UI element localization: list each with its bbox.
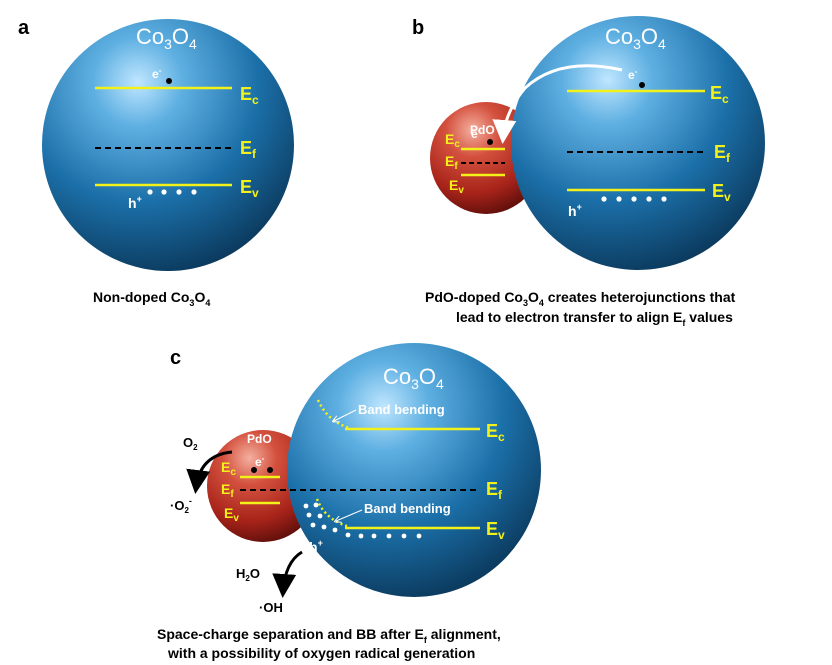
electron-label-a: e- bbox=[152, 66, 162, 81]
caption-a: Non-doped Co3O4 bbox=[93, 289, 210, 308]
pdo-ev-label-c: Ev bbox=[224, 505, 239, 524]
ev-label-b: Ev bbox=[712, 181, 731, 204]
co3o4-sphere-c bbox=[287, 343, 541, 597]
band-bending-label-bottom: Band bending bbox=[364, 501, 451, 516]
band-bending-arrow-top bbox=[334, 409, 357, 421]
pdo-label-b: PdO bbox=[470, 123, 495, 137]
electron-transfer-arrow-b bbox=[492, 64, 623, 144]
panel-b: b Co3O4 PdO e- e- Ec Ef Ev Ec Ef Ev h+ P… bbox=[412, 16, 765, 328]
caption-c-line1: Space-charge separation and BB after Ef … bbox=[157, 626, 501, 645]
band-bending-curve-bottom bbox=[315, 498, 351, 529]
hydroxyl-label: ·OH bbox=[259, 600, 283, 615]
electron-dot-b bbox=[639, 82, 645, 88]
ef-label-b: Ef bbox=[714, 142, 731, 165]
ec-label-b: Ec bbox=[710, 83, 729, 106]
band-bending-label-top: Band bending bbox=[358, 402, 445, 417]
superoxide-label: ·O2- bbox=[170, 496, 192, 515]
ev-label-a: Ev bbox=[240, 177, 259, 200]
ev-label-c: Ev bbox=[486, 519, 505, 542]
caption-b-line2: lead to electron transfer to align Ef va… bbox=[456, 309, 733, 328]
hole-dots-c bbox=[303, 502, 422, 539]
pdo-ec-label-c: Ec bbox=[221, 459, 236, 478]
hole-label-a: h+ bbox=[128, 194, 142, 211]
pdo-label-c: PdO bbox=[247, 432, 272, 446]
pdo-ev-label-b: Ev bbox=[449, 177, 464, 196]
sphere-c-title: Co3O4 bbox=[383, 364, 444, 392]
caption-c-line2: with a possibility of oxygen radical gen… bbox=[167, 645, 475, 661]
h2o-label: H2O bbox=[236, 566, 260, 583]
o2-label: O2 bbox=[183, 435, 198, 452]
pdo-electron-dot-2-c bbox=[267, 467, 273, 473]
band-bending-arrow-bottom bbox=[336, 509, 363, 521]
electron-dot-a bbox=[166, 78, 172, 84]
pdo-ec-label-b: Ec bbox=[445, 131, 460, 150]
electron-label-c: e- bbox=[255, 454, 265, 469]
ef-label-c: Ef bbox=[486, 479, 503, 502]
pdo-electron-label-b: e- bbox=[471, 126, 481, 141]
ec-label-c: Ec bbox=[486, 421, 505, 444]
electron-label-b: e- bbox=[628, 67, 638, 82]
sphere-b-title: Co3O4 bbox=[605, 24, 666, 52]
panel-a-letter: a bbox=[18, 17, 30, 39]
hole-label-c: h+ bbox=[309, 538, 323, 555]
o2-reduction-arrow bbox=[186, 450, 233, 494]
panel-c-letter: c bbox=[170, 347, 181, 369]
co3o4-sphere-a bbox=[42, 19, 294, 271]
hole-dots-a bbox=[147, 189, 197, 195]
ef-label-a: Ef bbox=[240, 138, 257, 161]
sphere-a-title: Co3O4 bbox=[136, 24, 197, 52]
hole-label-b: h+ bbox=[568, 202, 582, 219]
caption-b-line1: PdO-doped Co3O4 creates heterojunctions … bbox=[425, 289, 736, 308]
pdo-ef-label-b: Ef bbox=[445, 153, 458, 172]
band-bending-curve-top bbox=[316, 399, 351, 430]
pdo-ef-label-c: Ef bbox=[221, 481, 234, 500]
ec-label-a: Ec bbox=[240, 84, 259, 107]
hole-dots-b bbox=[601, 196, 667, 202]
panel-c: c Co3O4 PdO Band bending Band bending Ec… bbox=[157, 343, 541, 661]
co3o4-sphere-b bbox=[511, 16, 765, 270]
pdo-electron-dot-1-c bbox=[251, 467, 257, 473]
pdo-electron-dot-b bbox=[487, 139, 493, 145]
panel-b-letter: b bbox=[412, 17, 424, 39]
h2o-oxidation-arrow bbox=[272, 550, 303, 598]
panel-a: a Co3O4 e- Ec Ef Ev h+ Non-doped Co3O4 bbox=[18, 17, 294, 308]
